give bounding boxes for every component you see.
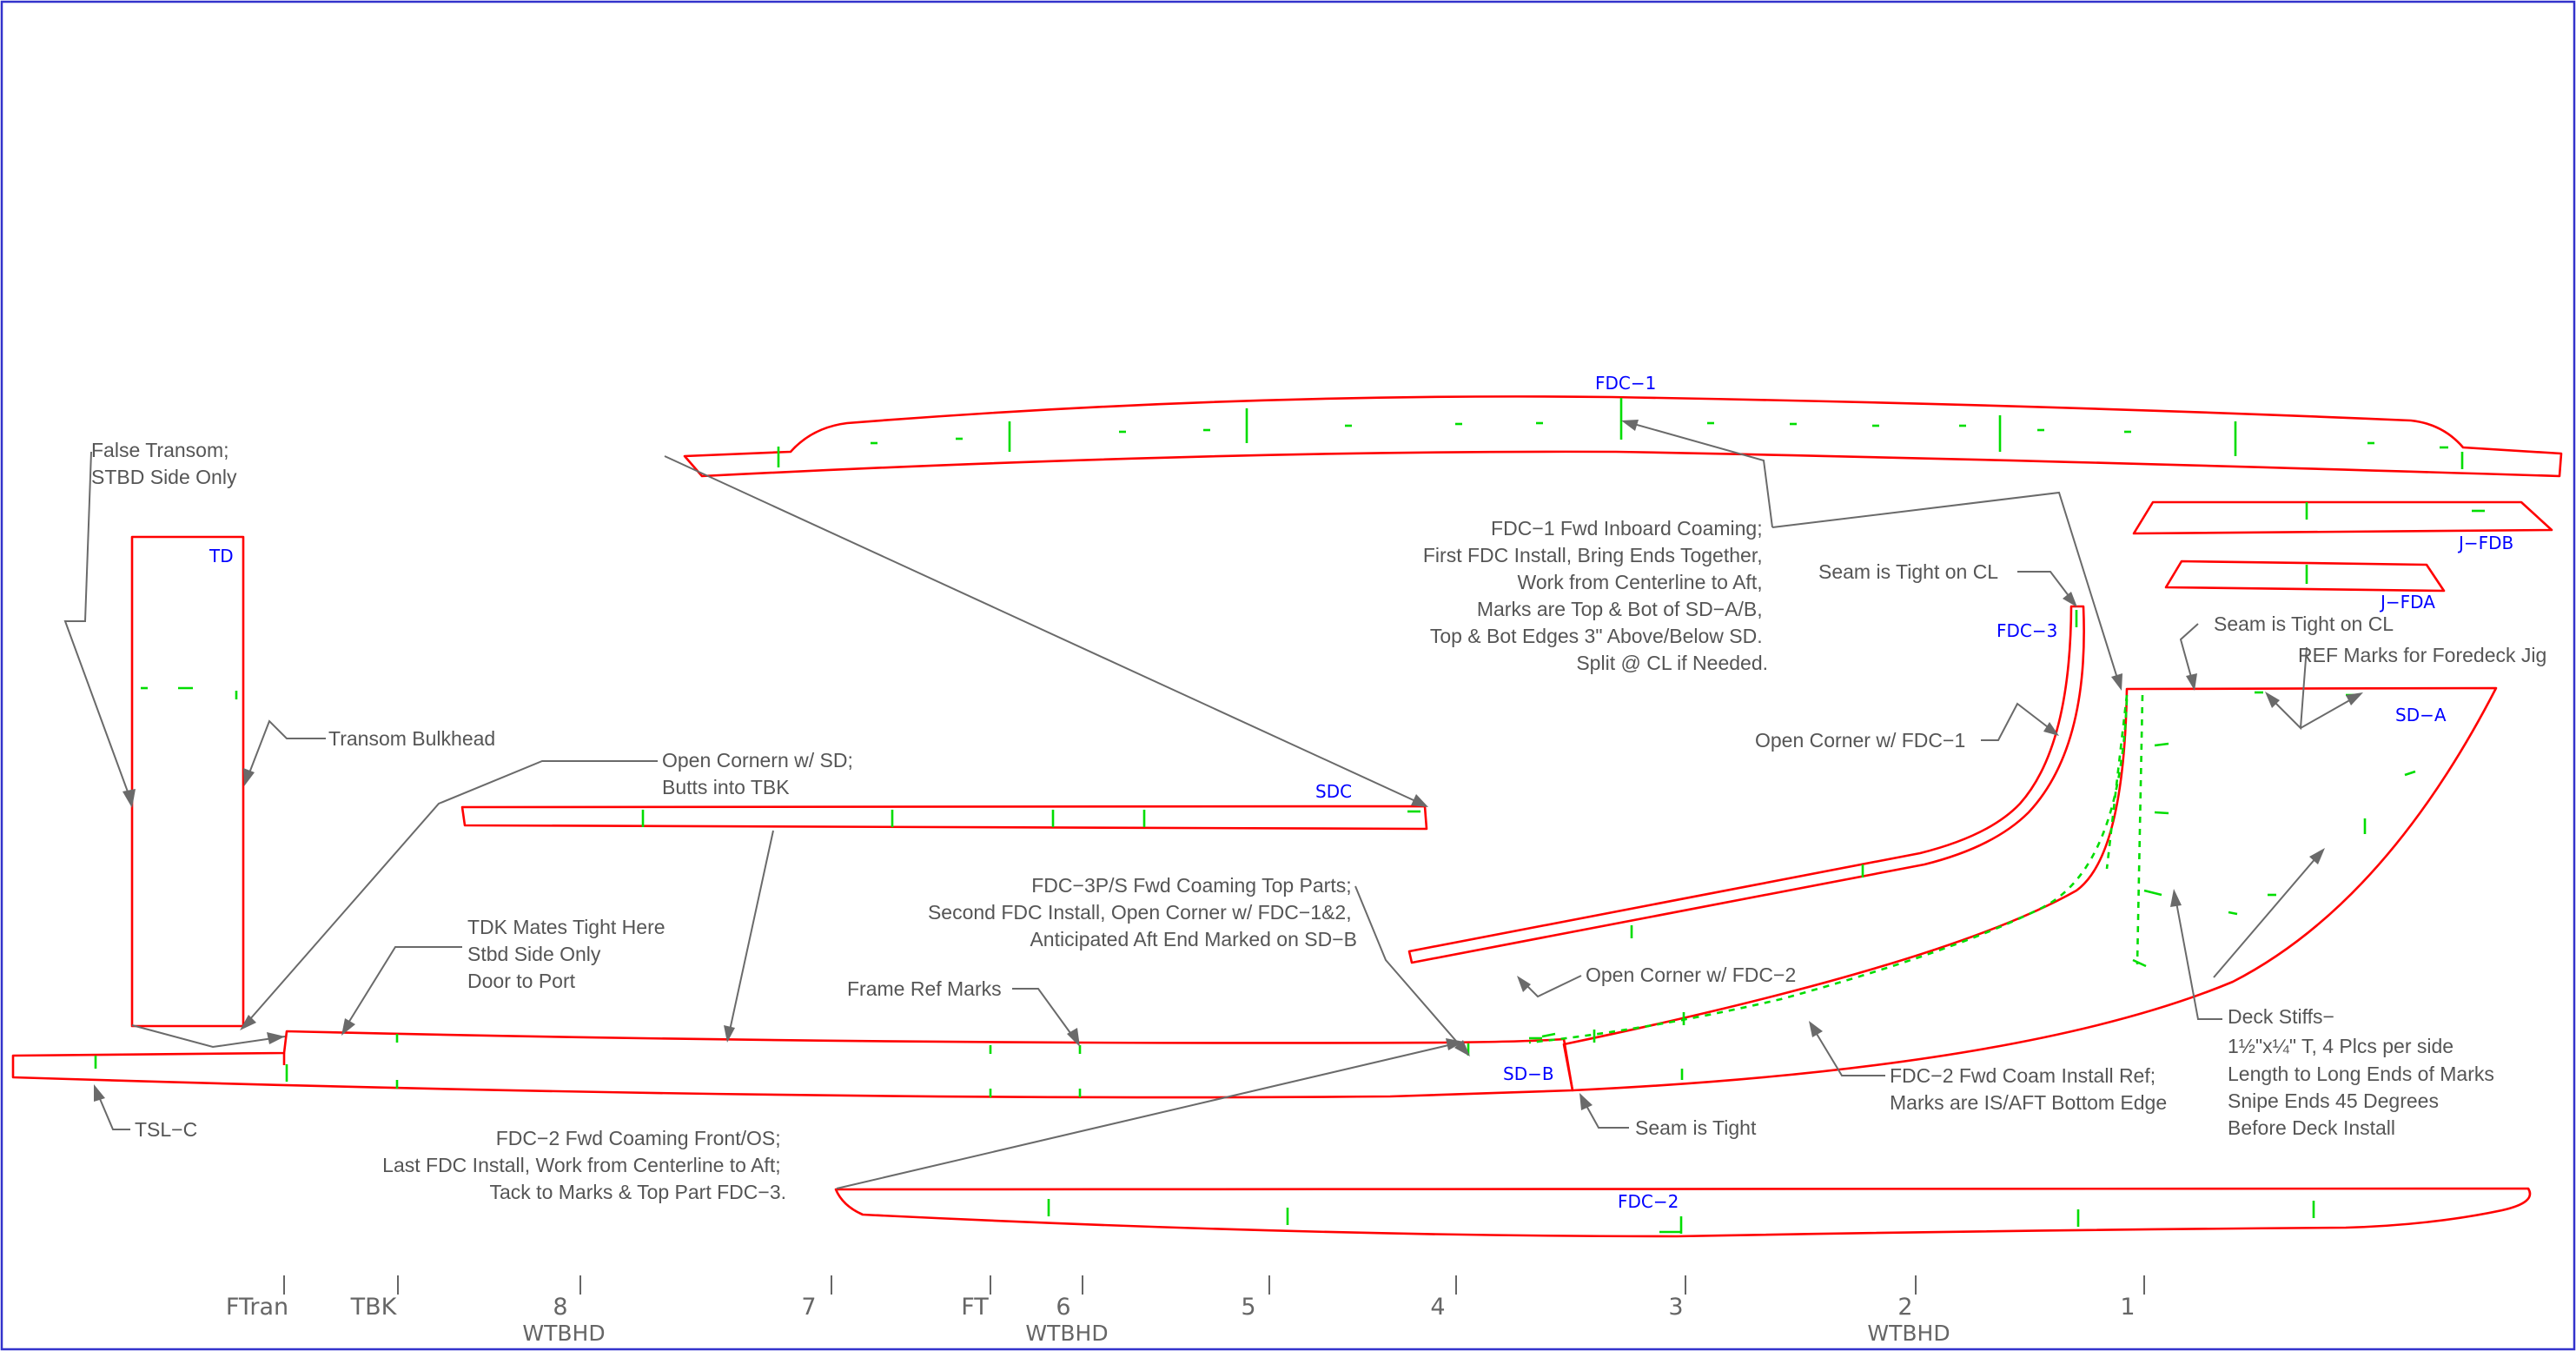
note-frame-ref: Frame Ref Marks [847, 977, 1002, 1000]
leader-frame-ref [1012, 988, 1078, 1043]
leader-false-transom [63, 451, 133, 805]
station-sublabel: WTBHD [1867, 1321, 1950, 1346]
part-sdb-outline [11, 1030, 1574, 1099]
leader-seam-cl-1 [2017, 571, 2076, 605]
part-fdc1-outline [683, 395, 2563, 478]
note-fdc1-inboard: FDC−1 Fwd Inboard Coaming; First FDC Ins… [1423, 517, 1768, 674]
part-outlines [11, 395, 2563, 1238]
label-fdc3: FDC−3 [1997, 620, 2057, 641]
station-label: 1 [2120, 1294, 2135, 1321]
leader-fdc3-top [1354, 885, 1467, 1054]
note-false-transom: False Transom; STBD Side Only [91, 439, 237, 488]
part-sda-outline [1562, 686, 2498, 1092]
leader-seam-tight [1580, 1096, 1629, 1129]
note-open-corner-fdc2: Open Corner w/ FDC−2 [1586, 964, 1796, 986]
leader-open-corner-fdc1 [1981, 702, 2056, 741]
label-fdc1: FDC−1 [1595, 373, 1656, 394]
part-fdc2-outline [834, 1187, 2532, 1238]
note-open-corner-sd: Open Cornern w/ SD; Butts into TBK [662, 749, 858, 798]
note-transom-bulkhead: Transom Bulkhead [328, 727, 495, 750]
station-sublabel: WTBHD [522, 1321, 605, 1346]
part-td-outline [130, 535, 245, 1028]
station-label: TBK [350, 1294, 398, 1321]
note-seam-tight-cl-1: Seam is Tight on CL [1818, 560, 1998, 583]
leader-tsl-c [95, 1088, 130, 1130]
note-seam-tight-cl-2: Seam is Tight on CL [2214, 613, 2394, 635]
note-open-corner-fdc1: Open Corner w/ FDC−1 [1755, 729, 1965, 752]
leader-fdc2-install [1811, 1024, 1885, 1076]
note-fdc3-top: FDC−3P/S Fwd Coaming Top Parts; Second F… [928, 874, 1357, 950]
note-tsl-c: TSL−C [135, 1118, 197, 1141]
leader-tbk-bottom [131, 1024, 286, 1049]
leader-fdc2-front [836, 1042, 1460, 1189]
label-sdb: SD−B [1503, 1063, 1554, 1084]
label-jfdb: J−FDB [2457, 533, 2513, 553]
leader-deck-stiffs-b [2213, 851, 2322, 978]
note-ref-marks-foredeck: REF Marks for Foredeck Jig [2298, 644, 2546, 666]
station-label: 8 [553, 1294, 567, 1321]
label-sdc: SDC [1315, 781, 1352, 802]
station-label: 5 [1241, 1294, 1255, 1321]
annotations: False Transom; STBD Side Only Transom Bu… [91, 439, 2546, 1203]
leader-fdc1-inboard [1624, 421, 1773, 528]
station-label: 6 [1056, 1294, 1070, 1321]
leader-open-corner-sd [242, 760, 658, 1028]
leader-sdc-down [727, 830, 774, 1039]
station-label: 4 [1430, 1294, 1445, 1321]
leader-fdc1-to-sda [1771, 491, 2121, 687]
station-sublabel: WTBHD [1025, 1321, 1108, 1346]
leader-seam-cl-2 [2179, 623, 2199, 687]
note-fdc2-front: FDC−2 Fwd Coaming Front/OS; Last FDC Ins… [382, 1127, 786, 1203]
note-tdk-mates: TDK Mates Tight Here Stbd Side Only Door… [467, 916, 671, 992]
leader-deck-stiffs-a [2174, 892, 2222, 1020]
station-label: 7 [801, 1294, 816, 1321]
station-label: FTran [226, 1294, 288, 1321]
station-label: FT [961, 1294, 989, 1321]
note-fdc2-install-ref: FDC−2 Fwd Coam Install Ref; Marks are IS… [1890, 1064, 2167, 1114]
station-label: 2 [1897, 1294, 1912, 1321]
leaders [63, 420, 2363, 1189]
leader-open-corner-fdc2 [1520, 975, 1582, 998]
leader-transom-bulkhead [245, 719, 326, 783]
label-sda: SD−A [2395, 705, 2447, 725]
station-label: 3 [1668, 1294, 1683, 1321]
part-jfda-outline [2164, 560, 2446, 593]
leader-tdk-mates [342, 946, 462, 1032]
note-deck-stiffs: Deck Stiffs− 1½"x¼" T, 4 Plcs per side L… [2228, 1005, 2500, 1139]
note-seam-tight: Seam is Tight [1635, 1116, 1757, 1139]
label-td: TD [209, 546, 234, 566]
label-jfda: J−FDA [2379, 592, 2435, 613]
leader-fdc1-sdc [664, 455, 1426, 806]
part-fdc3-outline [1407, 605, 2085, 964]
part-labels: TD FDC−1 J−FDB J−FDA FDC−3 SD−A SDC SD−B… [209, 373, 2513, 1212]
part-jfdb-outline [2132, 500, 2553, 535]
label-fdc2: FDC−2 [1618, 1191, 1679, 1212]
part-sdc-outline [460, 805, 1428, 831]
ref-marks [94, 398, 2485, 1234]
